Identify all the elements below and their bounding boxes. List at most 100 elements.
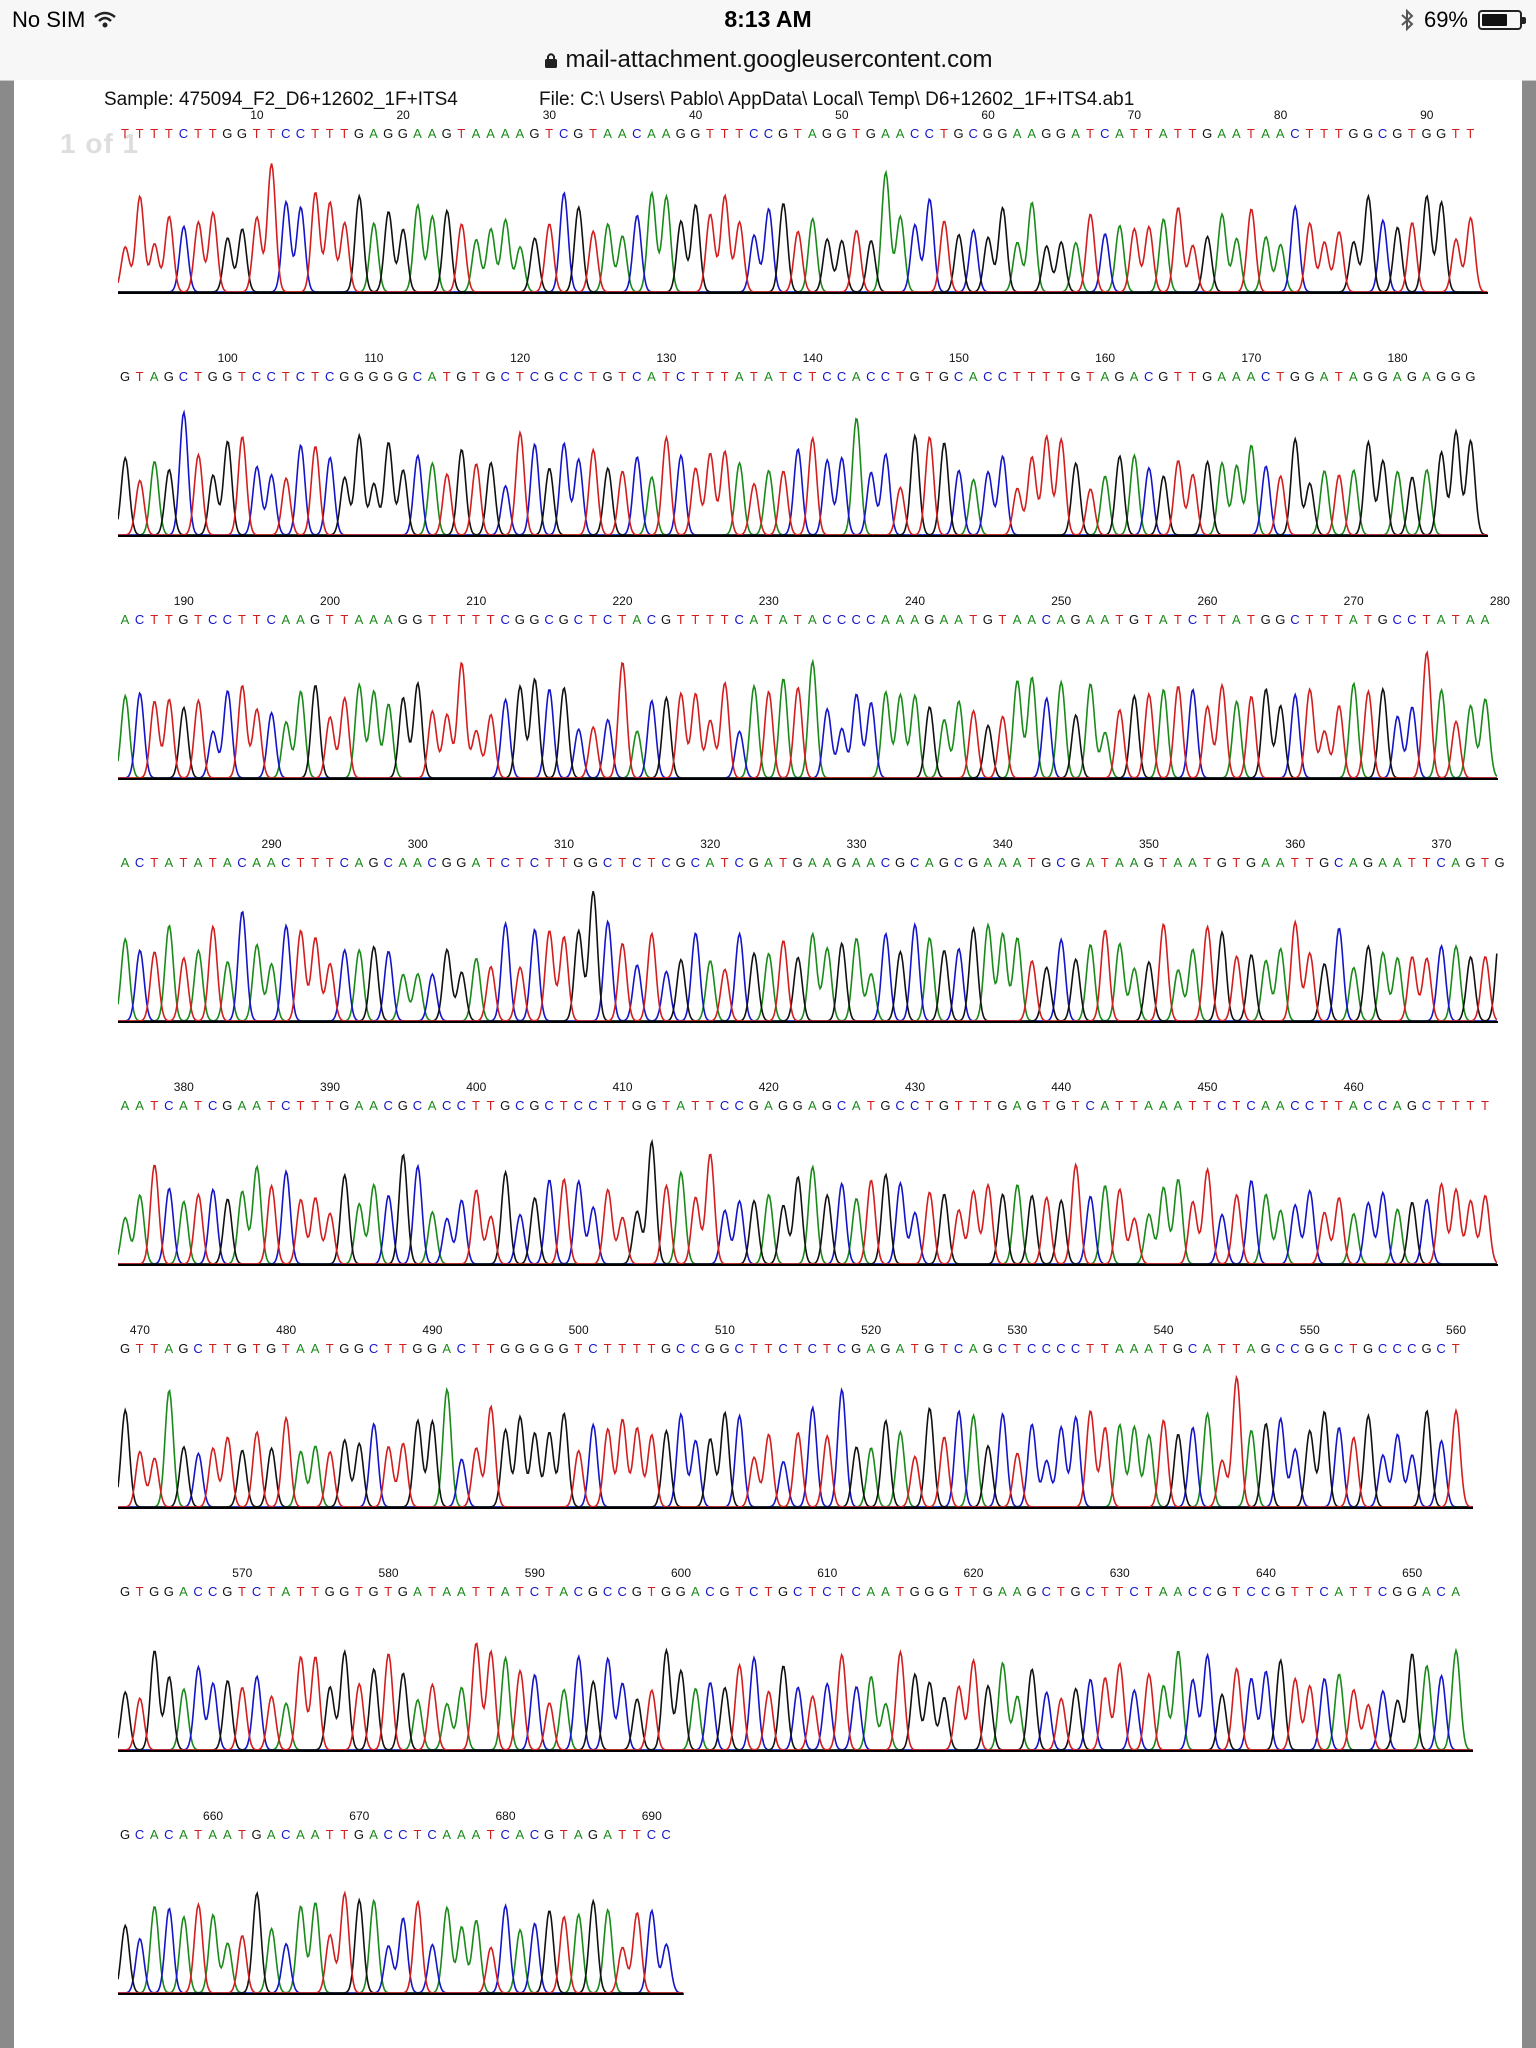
base-call: T (1334, 369, 1343, 384)
position-tick: 660 (203, 1809, 224, 1823)
base-call: G (938, 369, 949, 384)
base-call: A (296, 612, 305, 627)
base-call: T (1203, 855, 1212, 870)
base-call: G (456, 855, 467, 870)
bluetooth-icon (1401, 8, 1414, 32)
base-call: T (720, 126, 729, 141)
base-call: G (587, 855, 599, 870)
position-tick: 640 (1255, 1566, 1276, 1580)
base-call: A (647, 126, 656, 141)
base-call: G (997, 1098, 1008, 1113)
base-call: T (559, 855, 568, 870)
base-call: C (412, 369, 423, 384)
base-call: T (486, 1827, 495, 1842)
base-call: A (1217, 126, 1227, 141)
base-call: A (866, 1584, 876, 1599)
position-tick: 350 (1138, 837, 1159, 851)
base-call: C (208, 612, 218, 627)
base-call: A (647, 369, 656, 384)
position-tick: 120 (510, 351, 531, 365)
base-call: A (369, 1827, 378, 1842)
base-call: A (442, 1827, 452, 1842)
base-call: A (1085, 855, 1095, 870)
base-call: G (544, 369, 555, 384)
base-call: T (194, 612, 203, 627)
document-page[interactable]: Sample: 475094_F2_D6+12602_1F+ITS4 File:… (14, 80, 1522, 2048)
base-call: T (1290, 1584, 1299, 1599)
base-call: G (236, 126, 248, 141)
trace-t (118, 919, 1498, 1022)
base-call: G (1362, 855, 1374, 870)
base-call: T (618, 1341, 627, 1356)
base-call: C (515, 1098, 525, 1113)
base-call: A (1071, 126, 1080, 141)
base-call: T (559, 1827, 568, 1842)
base-call: T (1247, 126, 1255, 141)
base-call: G (1392, 1584, 1403, 1599)
base-call: A (1056, 612, 1066, 627)
base-call: C (281, 1098, 291, 1113)
base-call: T (588, 126, 597, 141)
base-call: C (456, 1098, 467, 1113)
url-bar[interactable]: mail-attachment.googleusercontent.com (0, 40, 1536, 81)
base-call: C (1246, 1584, 1256, 1599)
base-call: C (1143, 369, 1154, 384)
base-call: A (252, 855, 261, 870)
base-call: T (1159, 1341, 1168, 1356)
base-call: T (1481, 855, 1489, 870)
base-call: A (998, 1584, 1007, 1599)
base-call: C (208, 1584, 218, 1599)
base-call: T (910, 1341, 919, 1356)
base-call: G (427, 1341, 438, 1356)
base-call: A (296, 1341, 305, 1356)
url-domain[interactable]: mail-attachment.googleusercontent.com (565, 46, 993, 73)
base-call: G (1362, 369, 1374, 384)
base-call: T (1203, 612, 1212, 627)
base-call: T (1115, 1584, 1124, 1599)
trace-plot (118, 163, 1488, 294)
base-call: G (397, 1098, 408, 1113)
base-call: T (179, 855, 188, 870)
base-call: A (369, 612, 378, 627)
base-call: T (691, 612, 700, 627)
position-tick: 410 (612, 1080, 633, 1094)
base-call: T (1334, 126, 1343, 141)
trace-row: 190 200 210 220 230 240 250 260 270 280 A C T T G T C C T T… (118, 586, 1510, 791)
status-left: No SIM (12, 7, 117, 33)
base-call: A (179, 1584, 188, 1599)
base-call: A (398, 855, 408, 870)
base-call: G (558, 612, 569, 627)
base-call: A (705, 855, 715, 870)
base-call: C (1070, 1341, 1081, 1356)
base-call: T (150, 612, 159, 627)
base-call: G (324, 1584, 335, 1599)
base-call: G (1406, 369, 1417, 384)
base-call: A (310, 1341, 320, 1356)
base-call: A (764, 1098, 773, 1113)
base-call: G (982, 126, 993, 141)
base-call: G (778, 126, 789, 141)
base-call: G (865, 126, 876, 141)
base-call: A (471, 1827, 481, 1842)
base-call: T (1451, 612, 1460, 627)
position-tick: 230 (758, 594, 779, 608)
base-call: A (822, 855, 832, 870)
base-call: G (1348, 126, 1359, 141)
base-call: G (353, 126, 365, 141)
base-call: T (164, 126, 173, 141)
base-call: C (295, 126, 306, 141)
base-call: C (1377, 1584, 1388, 1599)
base-call: G (310, 612, 321, 627)
base-call: T (486, 612, 495, 627)
base-call: T (632, 1341, 641, 1356)
base-call: G (778, 1584, 789, 1599)
trace-row: 100 110 120 130 140 150 160 170 180 G T A G C T G G T C C T C… (118, 343, 1498, 548)
base-call: T (238, 369, 246, 384)
base-call: C (1260, 1584, 1271, 1599)
base-call: C (632, 126, 642, 141)
base-call: G (544, 1341, 555, 1356)
base-call: T (194, 369, 203, 384)
base-call: G (880, 1341, 891, 1356)
base-call: C (573, 1584, 584, 1599)
